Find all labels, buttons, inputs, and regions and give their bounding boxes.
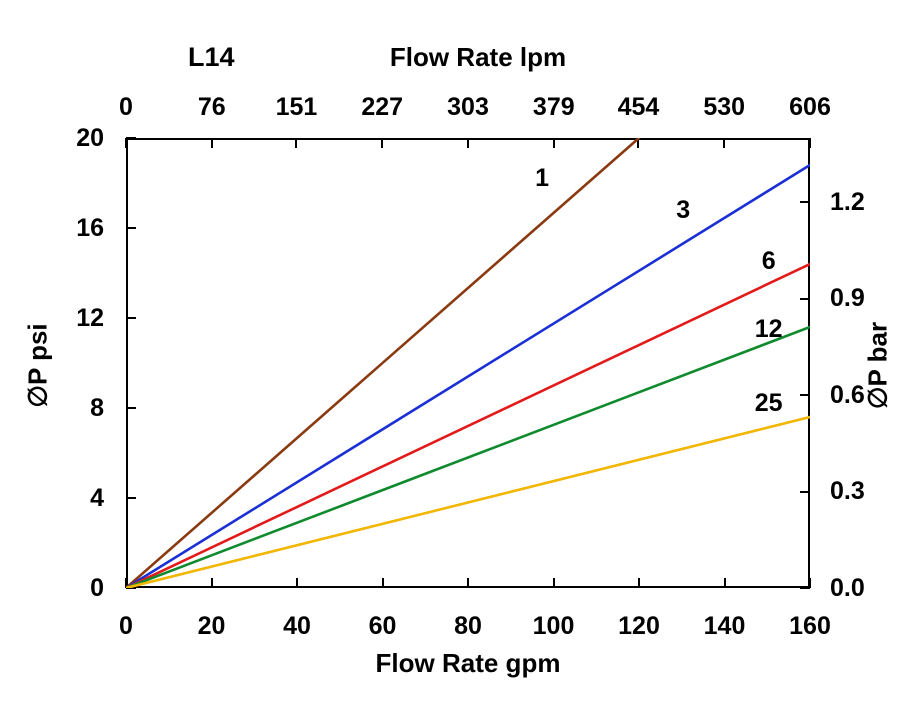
xtick-bottom-label: 40 bbox=[272, 612, 322, 641]
series-label-1: 1 bbox=[512, 164, 572, 193]
model-label: L14 bbox=[188, 42, 235, 73]
ytick-left-label: 16 bbox=[76, 214, 104, 243]
series-3 bbox=[126, 165, 810, 588]
ytick-left-label: 0 bbox=[90, 574, 104, 603]
series-label-25: 25 bbox=[739, 389, 799, 418]
x-bottom-title: Flow Rate gpm bbox=[348, 648, 588, 679]
xtick-top-label: 303 bbox=[438, 93, 498, 122]
xtick-bottom-label: 0 bbox=[101, 612, 151, 641]
series-12 bbox=[126, 327, 810, 588]
ytick-left-label: 4 bbox=[90, 484, 104, 513]
y-left-title: ∅P psi bbox=[23, 306, 54, 426]
ytick-right-label: 0.0 bbox=[830, 574, 865, 603]
series-1 bbox=[126, 138, 639, 588]
xtick-bottom-label: 60 bbox=[358, 612, 408, 641]
xtick-top-label: 227 bbox=[352, 93, 412, 122]
xtick-bottom-label: 140 bbox=[700, 612, 750, 641]
xtick-bottom-label: 100 bbox=[529, 612, 579, 641]
xtick-bottom-label: 80 bbox=[443, 612, 493, 641]
ytick-left-label: 20 bbox=[76, 124, 104, 153]
series-label-12: 12 bbox=[739, 315, 799, 344]
xtick-top-label: 0 bbox=[96, 93, 156, 122]
series-label-6: 6 bbox=[739, 247, 799, 276]
xtick-top-label: 530 bbox=[694, 93, 754, 122]
ytick-right-label: 0.3 bbox=[830, 477, 865, 506]
xtick-top-label: 151 bbox=[266, 93, 326, 122]
xtick-top-label: 76 bbox=[182, 93, 242, 122]
xtick-top-label: 454 bbox=[608, 93, 668, 122]
xtick-bottom-label: 120 bbox=[614, 612, 664, 641]
ytick-left-label: 8 bbox=[90, 394, 104, 423]
y-right-title: ∅P bar bbox=[863, 306, 894, 426]
xtick-bottom-label: 160 bbox=[785, 612, 835, 641]
xtick-top-label: 379 bbox=[524, 93, 584, 122]
x-top-title: Flow Rate lpm bbox=[338, 42, 618, 73]
ytick-right-label: 0.6 bbox=[830, 381, 865, 410]
ytick-right-label: 0.9 bbox=[830, 284, 865, 313]
series-6 bbox=[126, 264, 810, 588]
xtick-top-label: 606 bbox=[780, 93, 840, 122]
ytick-right-label: 1.2 bbox=[830, 188, 865, 217]
series-label-3: 3 bbox=[653, 196, 713, 225]
series-25 bbox=[126, 417, 810, 588]
ytick-left-label: 12 bbox=[76, 304, 104, 333]
xtick-bottom-label: 20 bbox=[187, 612, 237, 641]
